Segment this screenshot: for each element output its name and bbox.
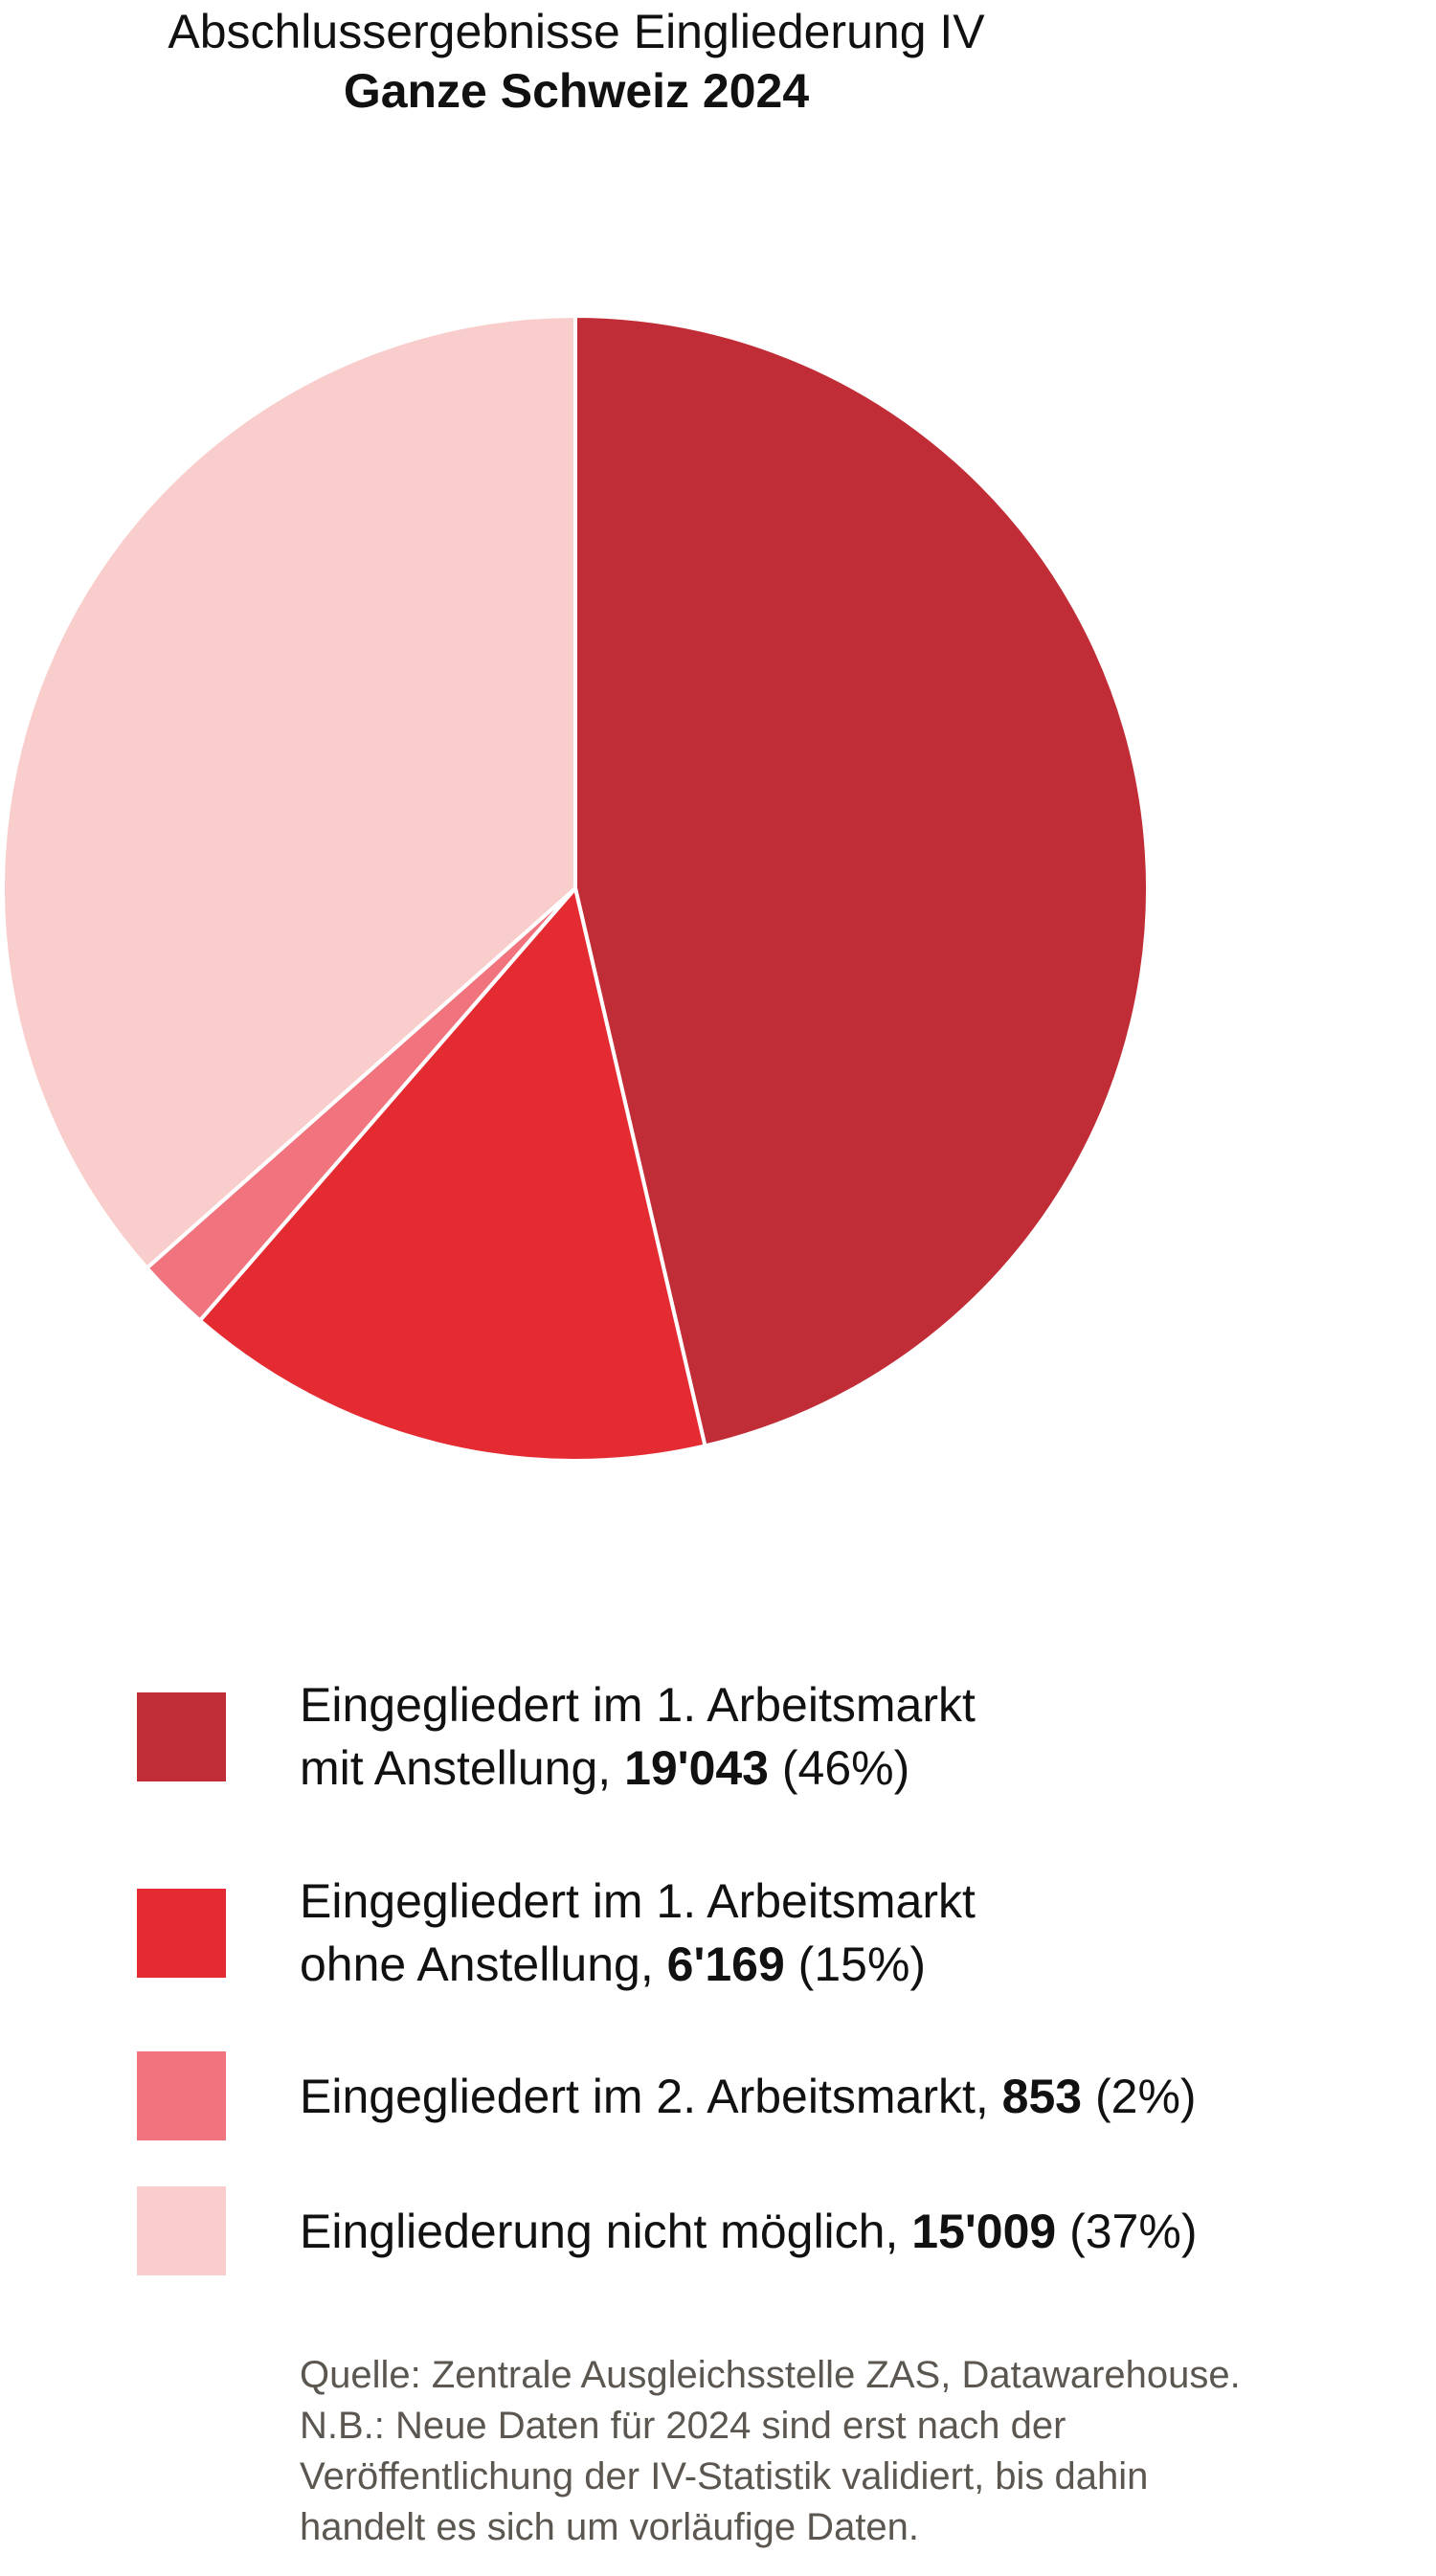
legend-label: Eingegliedert im 1. Arbeitsmarkt mit Anst… bbox=[300, 1673, 976, 1800]
legend-percent: (37%) bbox=[1056, 2205, 1198, 2258]
legend-label-line1: Eingegliedert im 1. Arbeitsmarkt bbox=[300, 1678, 976, 1732]
legend-label-line2: Eingegliedert im 2. Arbeitsmarkt, 853 (2… bbox=[300, 2065, 1197, 2128]
source-line: N.B.: Neue Daten für 2024 sind erst nach… bbox=[300, 2405, 1066, 2447]
legend-item: Eingegliedert im 1. Arbeitsmarkt mit Anst… bbox=[137, 1678, 976, 1795]
legend-swatch bbox=[137, 2186, 226, 2275]
legend-percent: (46%) bbox=[769, 1741, 910, 1795]
source-note: Quelle: Zentrale Ausgleichsstelle ZAS, D… bbox=[300, 2350, 1241, 2553]
legend-swatch bbox=[137, 1692, 226, 1781]
legend-label: Eingegliedert im 1. Arbeitsmarkt ohne Ans… bbox=[300, 1870, 976, 1996]
chart-subtitle: Ganze Schweiz 2024 bbox=[343, 64, 810, 118]
legend-label-line2: Eingliederung nicht möglich, 15'009 (37%… bbox=[300, 2200, 1197, 2263]
legend-value: 6'169 bbox=[666, 1938, 785, 1991]
source-line: Quelle: Zentrale Ausgleichsstelle ZAS, D… bbox=[300, 2354, 1241, 2396]
legend-value: 19'043 bbox=[624, 1741, 769, 1795]
legend-swatch bbox=[137, 2051, 226, 2140]
legend-label: Eingegliedert im 2. Arbeitsmarkt, 853 (2… bbox=[300, 2065, 1197, 2128]
legend-label-text: ohne Anstellung, bbox=[300, 1938, 667, 1991]
legend-item: Eingegliedert im 2. Arbeitsmarkt, 853 (2… bbox=[137, 2051, 1197, 2140]
pie-chart bbox=[1, 313, 1150, 1463]
legend-value: 853 bbox=[1001, 2070, 1083, 2123]
chart-title: Abschlussergebnisse Eingliederung IV bbox=[168, 5, 985, 58]
legend-label-line2: mit Anstellung, 19'043 (46%) bbox=[300, 1736, 976, 1800]
legend-label-text: Eingegliedert im 2. Arbeitsmarkt, bbox=[300, 2070, 1002, 2123]
legend-label-text: mit Anstellung, bbox=[300, 1741, 625, 1795]
legend-value: 15'009 bbox=[911, 2205, 1057, 2258]
pie-slice-0 bbox=[573, 313, 1150, 1448]
legend-label: Eingliederung nicht möglich, 15'009 (37%… bbox=[300, 2200, 1197, 2263]
legend-swatch bbox=[137, 1889, 226, 1978]
legend-percent: (15%) bbox=[784, 1938, 927, 1991]
pie-slice-3 bbox=[1, 313, 577, 1271]
legend-label-line1: Eingegliedert im 1. Arbeitsmarkt bbox=[300, 1874, 976, 1928]
legend-label-text: Eingliederung nicht möglich, bbox=[300, 2205, 912, 2258]
legend-item: Eingliederung nicht möglich, 15'009 (37%… bbox=[137, 2186, 1197, 2275]
source-line: Veröffentlichung der IV-Statistik validi… bbox=[300, 2455, 1149, 2498]
legend-item: Eingegliedert im 1. Arbeitsmarkt ohne Ans… bbox=[137, 1874, 976, 1991]
source-line: handelt es sich um vorläufige Daten. bbox=[300, 2506, 920, 2548]
legend-label-line2: ohne Anstellung, 6'169 (15%) bbox=[300, 1933, 976, 1996]
legend-percent: (2%) bbox=[1082, 2070, 1197, 2123]
pie-slice-1 bbox=[197, 884, 707, 1463]
